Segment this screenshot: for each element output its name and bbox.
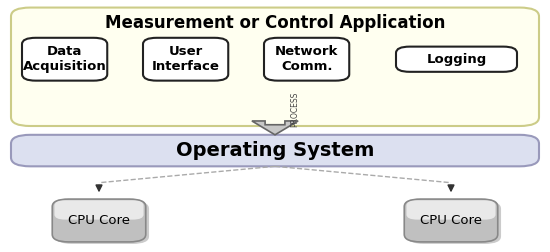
Text: Operating System: Operating System [176, 141, 374, 160]
FancyBboxPatch shape [264, 38, 349, 81]
FancyBboxPatch shape [52, 199, 146, 242]
Polygon shape [252, 121, 298, 135]
Text: Measurement or Control Application: Measurement or Control Application [105, 14, 445, 32]
Text: Data
Acquisition: Data Acquisition [23, 45, 107, 73]
FancyBboxPatch shape [404, 199, 498, 242]
FancyBboxPatch shape [143, 38, 228, 81]
FancyBboxPatch shape [22, 38, 107, 81]
FancyBboxPatch shape [11, 8, 539, 126]
Text: User
Interface: User Interface [152, 45, 219, 73]
FancyBboxPatch shape [408, 201, 501, 244]
Text: PROCESS: PROCESS [290, 92, 299, 127]
Text: CPU Core: CPU Core [68, 214, 130, 227]
Text: Logging: Logging [426, 53, 487, 66]
FancyBboxPatch shape [11, 135, 539, 166]
FancyBboxPatch shape [406, 200, 496, 220]
FancyBboxPatch shape [56, 201, 149, 244]
FancyBboxPatch shape [396, 47, 517, 72]
Text: Network
Comm.: Network Comm. [275, 45, 338, 73]
FancyBboxPatch shape [54, 200, 144, 220]
Text: CPU Core: CPU Core [420, 214, 482, 227]
